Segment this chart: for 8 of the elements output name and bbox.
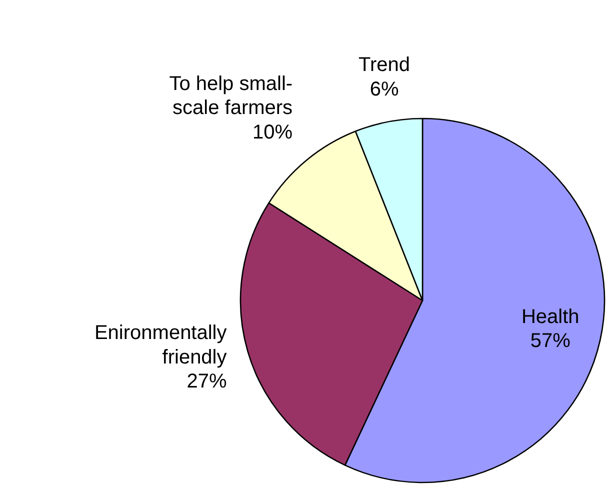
data-label: 10%: [252, 121, 293, 144]
data-label: 27%: [186, 370, 227, 393]
data-label: 6%: [370, 78, 399, 100]
slice-label: To help small- scale farmers: [169, 73, 293, 120]
slice-label: Health: [521, 306, 580, 328]
slice-label: Enironmentally friendly: [94, 322, 227, 368]
slice-label: Trend: [358, 54, 410, 76]
data-label: 57%: [530, 330, 571, 352]
